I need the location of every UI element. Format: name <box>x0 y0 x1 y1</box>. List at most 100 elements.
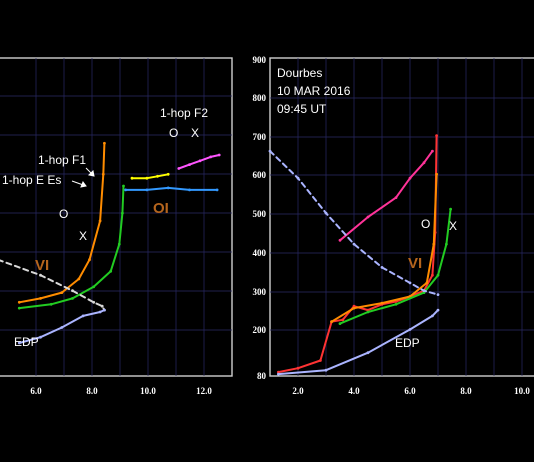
left-x-tick-label: 10.0 <box>140 386 156 396</box>
label-vi: VI <box>408 255 422 272</box>
arrow-head <box>80 180 87 188</box>
data-point <box>324 368 328 372</box>
data-point <box>77 277 81 281</box>
data-point <box>117 242 121 246</box>
data-point <box>130 176 134 180</box>
data-point <box>17 341 21 345</box>
data-point <box>101 172 105 176</box>
data-point <box>408 176 412 180</box>
observation-time: 09:45 UT <box>277 102 327 116</box>
data-point <box>198 159 202 163</box>
data-point <box>49 302 53 306</box>
data-point <box>408 281 412 285</box>
data-point <box>425 281 429 285</box>
data-point <box>380 301 384 305</box>
data-point <box>431 314 434 318</box>
series-line <box>131 173 170 180</box>
series-line <box>0 259 106 312</box>
annotation-arrows <box>71 167 95 188</box>
series-line <box>277 134 438 374</box>
label-o-trace: O <box>421 217 430 231</box>
data-point <box>431 273 434 277</box>
data-point <box>98 310 102 314</box>
left-x-tick-label: 6.0 <box>30 386 42 396</box>
data-point <box>71 289 74 293</box>
data-point <box>166 186 170 190</box>
label-x-trace: X <box>79 229 87 243</box>
series-line <box>330 173 438 323</box>
data-point <box>432 242 436 246</box>
data-point <box>17 300 21 304</box>
data-point <box>98 219 102 223</box>
right-y-tick-label: 700 <box>253 132 267 142</box>
data-point <box>100 304 104 308</box>
data-point <box>177 167 181 170</box>
series-line <box>177 154 221 170</box>
data-point <box>330 320 333 324</box>
left-series-group <box>0 141 221 345</box>
data-point <box>366 310 370 314</box>
data-point <box>408 328 412 331</box>
data-point <box>338 238 342 242</box>
right-panel: 80 200 300 400 500 600 700 800 900 2.0 4… <box>253 55 534 396</box>
left-panel: 6.0 8.0 10.0 12.0 1-hop F2 O X 1-hop F1 … <box>0 57 233 396</box>
data-point <box>60 291 64 294</box>
right-x-tick-label: 8.0 <box>460 386 472 396</box>
data-point <box>319 359 322 362</box>
label-oi: OI <box>153 200 169 217</box>
data-point <box>60 326 64 329</box>
right-x-tick-label: 2.0 <box>292 386 304 396</box>
left-grid <box>0 58 232 376</box>
right-y-tick-label: 500 <box>253 209 267 219</box>
data-point <box>121 211 124 215</box>
series-line <box>18 185 125 310</box>
right-plot-frame <box>269 57 534 377</box>
right-x-tick-label: 10.0 <box>514 386 530 396</box>
data-point <box>431 149 434 153</box>
right-y-tick-label: 800 <box>253 93 267 103</box>
left-x-tick-label: 8.0 <box>86 386 98 396</box>
right-x-tick-labels: 2.0 4.0 6.0 8.0 10.0 <box>292 386 530 396</box>
data-point <box>445 242 448 246</box>
series-line <box>269 150 439 296</box>
data-point <box>394 196 398 200</box>
label-edp: EDP <box>14 335 39 349</box>
data-point <box>39 335 42 339</box>
label-1-hop-o: O <box>169 126 178 140</box>
data-point <box>88 258 91 262</box>
right-x-tick-label: 4.0 <box>348 386 360 396</box>
series-line <box>339 150 434 242</box>
data-point <box>435 134 438 138</box>
left-x-tick-labels: 6.0 8.0 10.0 12.0 <box>30 386 212 396</box>
right-series-group <box>268 134 452 376</box>
data-point <box>103 308 106 312</box>
label-1-hop-f1: 1-hop F1 <box>38 153 86 167</box>
right-y-tick-label: 300 <box>253 287 267 297</box>
observation-date: 10 MAR 2016 <box>277 84 351 98</box>
right-grid <box>270 58 534 376</box>
right-y-tick-label: 900 <box>253 55 267 65</box>
data-point <box>188 163 191 167</box>
label-vi: VI <box>35 257 49 274</box>
data-point <box>39 273 42 277</box>
data-point <box>341 318 345 322</box>
data-point <box>215 188 219 192</box>
data-point <box>338 322 342 325</box>
data-point <box>352 242 356 246</box>
data-point <box>366 351 370 355</box>
right-y-tick-label: 600 <box>253 170 267 180</box>
station-name: Dourbes <box>277 66 322 80</box>
label-1-hop-f2: 1-hop F2 <box>160 106 208 120</box>
data-point <box>436 273 440 277</box>
data-point <box>277 372 280 376</box>
data-point <box>71 297 74 300</box>
data-point <box>277 370 280 374</box>
data-point <box>145 188 149 192</box>
label-1-hop-x: X <box>191 126 199 140</box>
data-point <box>92 285 96 289</box>
data-point <box>435 172 438 176</box>
series-line <box>18 142 106 304</box>
data-point <box>81 314 85 318</box>
data-point <box>296 366 300 370</box>
data-point <box>217 153 221 157</box>
